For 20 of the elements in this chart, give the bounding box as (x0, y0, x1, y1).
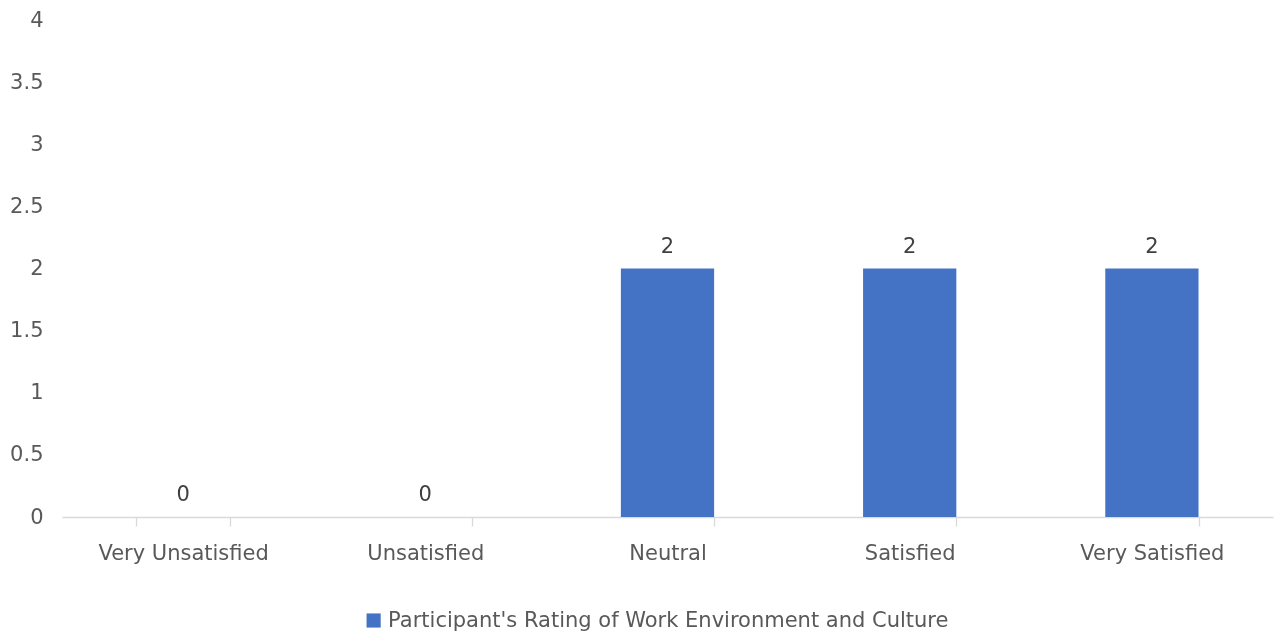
y-tick-label: 3 (30, 131, 44, 156)
x-tick-label: Unsatisfied (367, 540, 485, 565)
data-label: 2 (660, 233, 675, 258)
y-tick-label: 0 (30, 504, 44, 529)
x-tick-label: Very Satisfied (1080, 540, 1225, 565)
y-tick-label: 3.5 (10, 69, 44, 94)
y-tick-label: 1 (30, 380, 44, 405)
legend-label: Participant's Rating of Work Environment and Culture (388, 607, 949, 632)
y-tick-label: 1.5 (10, 318, 44, 343)
data-label: 0 (418, 482, 432, 506)
y-tick-label: 4 (30, 7, 44, 32)
data-label: 2 (1145, 233, 1159, 258)
x-tick-label: Neutral (629, 540, 707, 565)
x-tick-label: Very Unsatisfied (98, 540, 269, 565)
y-tick-label: 0.5 (10, 442, 44, 467)
y-tick-label: 2.5 (10, 193, 44, 218)
x-tick-label: Satisfied (864, 540, 956, 565)
data-label: 2 (903, 233, 917, 258)
y-tick-label: 2 (30, 256, 44, 280)
data-label: 0 (176, 482, 190, 506)
